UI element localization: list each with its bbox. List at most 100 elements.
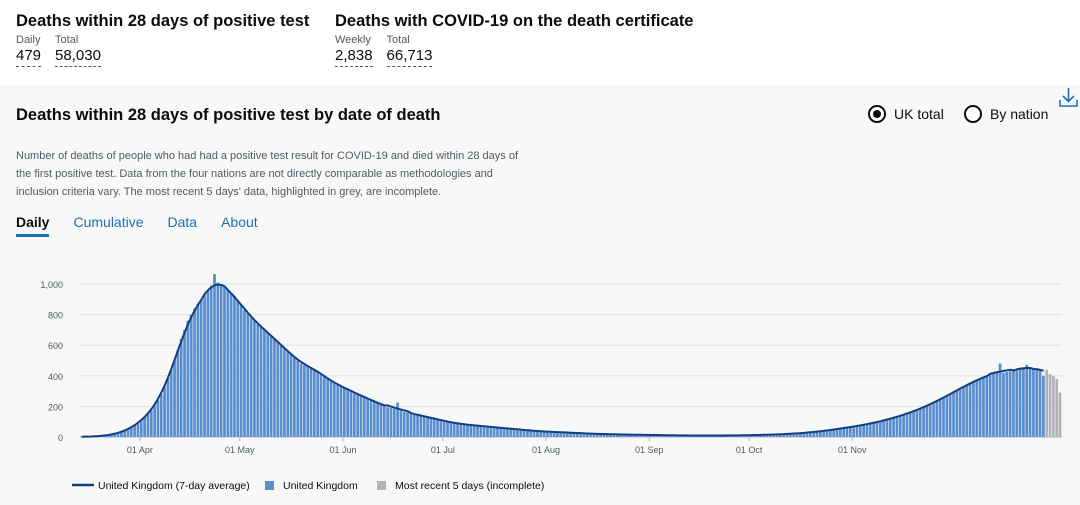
bar (246, 313, 250, 437)
bar (229, 293, 233, 437)
bar (1022, 368, 1025, 437)
bar (263, 329, 266, 437)
bar (516, 429, 519, 437)
bar (599, 433, 603, 437)
bar (615, 434, 619, 437)
bar (396, 402, 399, 437)
y-tick-label: 600 (48, 341, 63, 351)
bar (985, 375, 989, 437)
bar (106, 435, 110, 437)
legend-bar-swatch (265, 481, 274, 490)
tab-cumulative[interactable]: Cumulative (73, 214, 144, 230)
bar (409, 413, 413, 437)
bar (379, 404, 383, 437)
bar (139, 420, 143, 437)
bar (526, 430, 529, 437)
radio-by-nation[interactable]: By nation (964, 105, 1048, 123)
stat-value[interactable]: 66,713 (386, 47, 433, 67)
bar (536, 431, 539, 437)
bar (436, 419, 439, 437)
bar (582, 433, 586, 437)
bar (759, 434, 762, 437)
bar (492, 427, 496, 437)
bar (432, 418, 436, 437)
stat-daily: Daily 479 (16, 34, 42, 67)
bar (575, 433, 579, 437)
bar (559, 432, 563, 437)
x-tick-label: 01 Nov (838, 445, 867, 455)
radio-uk-total[interactable]: UK total (868, 105, 944, 123)
bar (163, 386, 166, 437)
bar (589, 433, 593, 437)
radio-unselected-icon[interactable] (964, 105, 982, 123)
x-tick-label: 01 Oct (736, 445, 763, 455)
bar (399, 410, 403, 437)
bar (259, 326, 263, 437)
bar (303, 365, 306, 437)
bar (369, 400, 373, 437)
bar (799, 433, 802, 437)
bar (852, 426, 856, 437)
bar (449, 422, 453, 438)
bar (226, 290, 230, 437)
bar (123, 430, 126, 437)
bar (306, 366, 310, 437)
bar (539, 431, 543, 437)
bar (402, 411, 406, 437)
bar (875, 422, 879, 437)
bar (822, 430, 826, 437)
download-icon[interactable] (1057, 85, 1080, 109)
bar (992, 373, 995, 437)
stat-value[interactable]: 2,838 (335, 47, 373, 67)
bar (625, 434, 629, 437)
bar (143, 417, 146, 437)
bar (645, 434, 649, 437)
bar (1032, 368, 1035, 437)
bar (496, 427, 499, 437)
bar-incomplete (1055, 378, 1059, 437)
bar (925, 405, 929, 437)
bar (632, 434, 636, 437)
tab-data[interactable]: Data (167, 214, 198, 230)
bar (612, 434, 616, 437)
bar (419, 415, 423, 437)
bar (958, 388, 962, 437)
bar (506, 428, 509, 437)
bar (828, 429, 832, 437)
bar (386, 407, 389, 437)
tab-about[interactable]: About (221, 214, 258, 230)
x-tick-label: 01 Sep (635, 445, 664, 455)
bar (639, 434, 642, 437)
radio-selected-icon[interactable] (868, 105, 886, 123)
stat-label: Total (386, 34, 410, 46)
bar (552, 431, 556, 437)
bar (176, 349, 180, 437)
bar (119, 432, 123, 437)
bar (309, 367, 313, 437)
bar (1018, 368, 1022, 437)
bar (978, 378, 982, 437)
bar (159, 394, 163, 437)
bar (273, 339, 276, 437)
bar (975, 380, 979, 437)
bar (489, 426, 493, 437)
deaths-chart: 0 200 400 600 800 1,000 01 Apr 01 May 01 Jun 01 J… (40, 274, 1062, 492)
bar (293, 357, 296, 437)
bar (193, 308, 196, 437)
bar (995, 372, 999, 437)
stat-weekly: Weekly 2,838 (335, 34, 373, 67)
bar (336, 384, 340, 437)
bar (562, 432, 566, 437)
bar (446, 421, 449, 437)
bar (1042, 375, 1045, 437)
stat-value[interactable]: 479 (16, 47, 42, 67)
stat-value[interactable]: 58,030 (55, 47, 101, 67)
bar (466, 424, 469, 437)
bar (902, 414, 905, 437)
y-tick-label: 200 (48, 402, 63, 412)
tab-daily[interactable]: Daily (16, 214, 50, 237)
bar (323, 376, 326, 437)
bar (342, 388, 346, 437)
bar (965, 384, 969, 437)
bar (592, 433, 596, 437)
